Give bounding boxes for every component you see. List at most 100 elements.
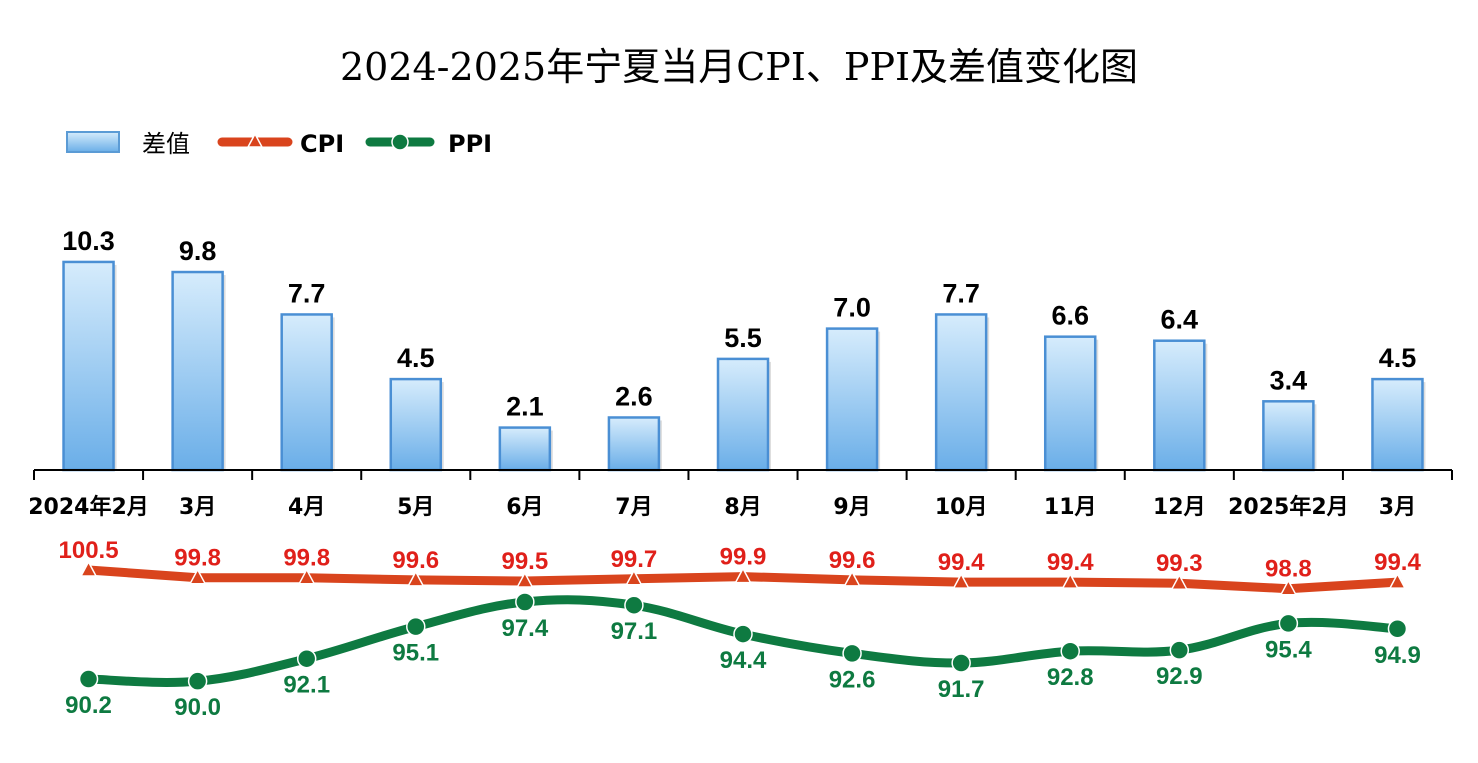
ppi-marker [78, 669, 99, 689]
bar [498, 426, 552, 472]
ppi-marker [515, 592, 535, 612]
x-tick-label: 12月 [1153, 495, 1206, 520]
cpi-value-label: 99.6 [829, 547, 876, 574]
ppi-value-label: 92.9 [1156, 663, 1203, 690]
ppi-value-label: 97.4 [501, 615, 548, 642]
ppi-value-label: 95.4 [1265, 636, 1312, 663]
cpi-marker [843, 570, 861, 587]
bar-value-label: 7.7 [942, 278, 980, 308]
legend-marker-ppi [391, 133, 409, 151]
ppi-series: 90.2 90.0 92.1 95.1 97.4 97.1 94.4 92.6 91.7 92.8… [65, 592, 1421, 721]
bar-value-label: 6.4 [1161, 305, 1199, 335]
x-tick-label: 5月 [397, 495, 434, 520]
cpi-marker [1279, 579, 1298, 596]
ppi-marker [1387, 619, 1408, 639]
x-tick-label: 10月 [935, 495, 988, 520]
ppi-marker [733, 624, 753, 644]
cpi-marker [297, 568, 316, 585]
cpi-marker [1061, 572, 1079, 589]
ppi-marker [842, 643, 862, 664]
legend-swatch-diff [66, 131, 120, 153]
bar [1043, 335, 1097, 472]
bar [171, 270, 224, 472]
cpi-value-label: 99.9 [720, 544, 767, 571]
cpi-marker [1170, 573, 1189, 590]
ppi-value-label: 97.1 [611, 618, 658, 645]
ppi-marker [296, 648, 317, 669]
ppi-value-label: 92.6 [829, 666, 876, 693]
x-tick-label: 11月 [1044, 495, 1097, 520]
ppi-value-label: 94.9 [1374, 642, 1421, 669]
bar-value-label: 2.1 [506, 392, 544, 422]
cpi-value-label: 99.6 [392, 547, 439, 574]
ppi-value-label: 92.1 [283, 672, 330, 699]
legend-label-diff: 差值 [142, 130, 190, 158]
ppi-value-label: 90.0 [174, 694, 221, 721]
bar-series: 10.3 9.8 7.7 4.5 2.1 2.6 5.5 7.0 7.7 6.6 6.4 3.4 4.5 [62, 226, 1426, 472]
bar-value-label: 3.4 [1270, 365, 1308, 395]
ppi-value-label: 94.4 [720, 647, 767, 674]
cpi-value-label: 99.4 [1047, 549, 1094, 576]
cpi-value-label: 99.5 [501, 548, 548, 575]
cpi-marker [188, 568, 207, 585]
bar [280, 313, 333, 472]
bar [1371, 377, 1424, 472]
bar-value-label: 5.5 [724, 323, 762, 353]
bar [934, 313, 988, 472]
x-tick-label: 7月 [615, 495, 652, 520]
bar-value-label: 2.6 [615, 381, 653, 411]
ppi-marker [1278, 613, 1299, 634]
x-tick-label: 2025年2月 [1228, 494, 1349, 520]
ppi-value-label: 92.8 [1047, 664, 1094, 691]
legend: 差值 CPI PPI [66, 130, 492, 158]
cpi-value-label: 99.7 [611, 546, 658, 573]
cpi-value-label: 99.4 [938, 549, 985, 576]
cpi-series: 100.5 99.8 99.8 99.6 99.5 99.7 99.9 99.6 99.4 99.… [59, 537, 1421, 596]
bar-value-label: 9.8 [179, 236, 217, 266]
ppi-value-label: 90.2 [65, 692, 112, 719]
legend-label-ppi: PPI [448, 130, 492, 158]
cpi-value-label: 99.4 [1374, 549, 1421, 576]
bar-value-label: 7.0 [833, 293, 871, 323]
x-axis: 2024年2月 3月 4月 5月 6月 7月 8月 9月 10月 11月 12月 2025年2月 3月 [28, 469, 1453, 520]
ppi-marker [406, 616, 426, 637]
bar [389, 377, 443, 472]
bar [1262, 400, 1315, 472]
bar-value-label: 6.6 [1051, 301, 1089, 331]
ppi-marker [951, 653, 971, 673]
cpi-marker [625, 569, 643, 586]
cpi-value-label: 98.8 [1265, 556, 1312, 583]
x-tick-label: 4月 [288, 495, 325, 520]
cpi-marker [407, 570, 425, 587]
ppi-value-label: 95.1 [392, 640, 439, 667]
ppi-marker [1169, 640, 1190, 660]
x-tick-label: 2024年2月 [28, 494, 149, 520]
legend-marker-cpi [246, 132, 264, 148]
ppi-value-label: 91.7 [938, 676, 985, 703]
cpi-marker [1388, 572, 1407, 589]
ppi-marker [1060, 641, 1080, 661]
cpi-marker [516, 571, 534, 588]
ppi-marker [624, 595, 644, 615]
bar [825, 327, 879, 472]
bar-value-label: 7.7 [288, 278, 326, 308]
bar [62, 260, 115, 472]
bar [716, 357, 770, 472]
cpi-value-label: 100.5 [59, 537, 119, 564]
x-tick-label: 9月 [833, 495, 870, 520]
x-tick-label: 8月 [724, 495, 761, 520]
x-tick-label: 3月 [179, 495, 216, 520]
cpi-value-label: 99.8 [283, 545, 330, 572]
bar-value-label: 10.3 [62, 226, 115, 256]
bar-value-label: 4.5 [1379, 343, 1417, 373]
cpi-marker [79, 560, 98, 577]
bar-value-label: 4.5 [397, 343, 435, 373]
x-tick-label: 6月 [506, 495, 543, 520]
cpi-value-label: 99.3 [1156, 550, 1203, 577]
cpi-marker [952, 572, 970, 589]
bar [607, 416, 661, 472]
bar [1153, 339, 1206, 472]
x-tick-label: 3月 [1379, 495, 1416, 520]
legend-label-cpi: CPI [300, 130, 344, 158]
